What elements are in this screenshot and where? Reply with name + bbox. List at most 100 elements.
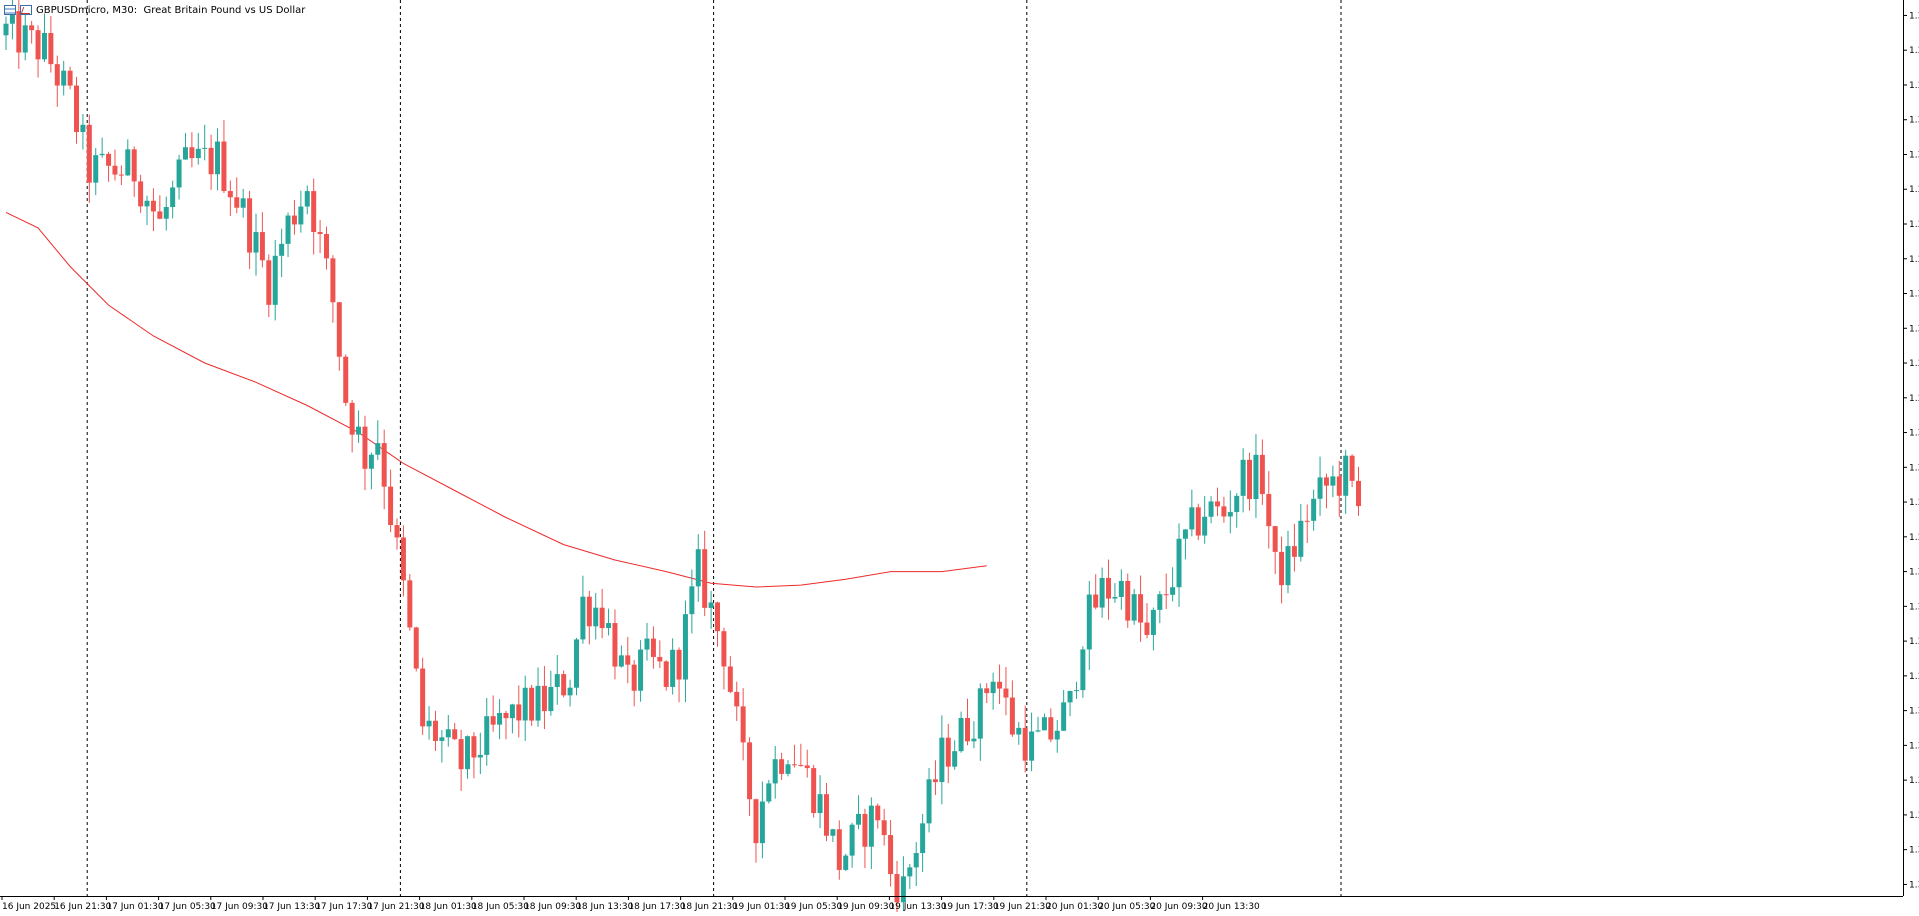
candle-bear[interactable] <box>48 32 54 65</box>
candle-bull[interactable] <box>426 720 432 727</box>
candle-bull[interactable] <box>567 687 573 696</box>
candle-bear[interactable] <box>894 874 900 903</box>
candle-bear[interactable] <box>29 25 35 31</box>
candle-bull[interactable] <box>1330 476 1336 486</box>
candle-bull[interactable] <box>708 602 714 608</box>
candle-bear[interactable] <box>625 655 631 665</box>
candle-bear[interactable] <box>823 794 829 836</box>
candle-bear[interactable] <box>1259 454 1265 495</box>
candle-bull[interactable] <box>522 687 528 721</box>
candle-bull[interactable] <box>240 198 246 208</box>
candle-bear[interactable] <box>1195 507 1201 536</box>
candle-bear[interactable] <box>503 712 509 719</box>
candle-bear[interactable] <box>189 147 195 159</box>
candle-bull[interactable] <box>1253 454 1259 500</box>
candle-bull[interactable] <box>1086 594 1092 650</box>
candle-bear[interactable] <box>529 687 535 721</box>
candle-bull[interactable] <box>1298 520 1304 557</box>
candle-bull[interactable] <box>1035 730 1041 732</box>
candle-bear[interactable] <box>779 759 785 774</box>
candle-bear[interactable] <box>1356 480 1362 507</box>
candle-bull[interactable] <box>1343 455 1349 496</box>
candle-bull[interactable] <box>484 716 490 755</box>
candle-bull[interactable] <box>1118 580 1124 597</box>
candle-bull[interactable] <box>772 759 778 784</box>
candle-bull[interactable] <box>99 153 105 156</box>
candle-bull[interactable] <box>253 232 259 253</box>
candle-bull[interactable] <box>856 813 862 825</box>
candle-bull[interactable] <box>939 737 945 783</box>
candle-bull[interactable] <box>900 876 906 903</box>
candle-bear[interactable] <box>945 737 951 767</box>
candle-bull[interactable] <box>1311 498 1317 521</box>
candle-bull[interactable] <box>1041 717 1047 731</box>
candle-bear[interactable] <box>349 402 355 435</box>
candle-bull[interactable] <box>61 70 67 86</box>
candle-bull[interactable] <box>573 639 579 688</box>
candle-bull[interactable] <box>1061 702 1067 731</box>
candle-bear[interactable] <box>311 191 317 233</box>
candle-bull[interactable] <box>1157 594 1163 610</box>
candle-bear[interactable] <box>221 141 227 192</box>
candle-bear[interactable] <box>650 638 656 657</box>
candle-bear[interactable] <box>413 627 419 669</box>
candle-bear[interactable] <box>1221 506 1227 517</box>
candle-bear[interactable] <box>599 607 605 629</box>
candle-bear[interactable] <box>862 813 868 847</box>
candle-bull[interactable] <box>439 737 445 741</box>
candle-bear[interactable] <box>157 211 163 219</box>
candle-bull[interactable] <box>445 729 451 738</box>
candle-bear[interactable] <box>747 742 753 800</box>
candle-bull[interactable] <box>375 443 381 455</box>
candle-bull[interactable] <box>843 855 849 870</box>
candle-bear[interactable] <box>324 234 329 259</box>
candle-bull[interactable] <box>1208 501 1214 517</box>
candle-bull[interactable] <box>1067 690 1073 703</box>
candle-bull[interactable] <box>1150 609 1156 635</box>
candle-bull[interactable] <box>785 764 791 774</box>
candle-bear[interactable] <box>1272 526 1278 552</box>
candle-bear[interactable] <box>490 716 496 725</box>
candle-bear[interactable] <box>1125 580 1131 621</box>
candle-bull[interactable] <box>1016 727 1022 735</box>
candle-bear[interactable] <box>1247 459 1253 500</box>
candle-bear[interactable] <box>362 426 368 469</box>
candle-bull[interactable] <box>1029 731 1035 761</box>
candle-bull[interactable] <box>170 187 176 208</box>
candle-bull[interactable] <box>1227 512 1233 517</box>
candle-bear[interactable] <box>1093 594 1099 608</box>
candle-bear[interactable] <box>407 580 413 628</box>
candle-bear[interactable] <box>715 602 721 632</box>
candle-bear[interactable] <box>106 153 112 166</box>
candle-bear[interactable] <box>317 232 323 235</box>
candle-bear[interactable] <box>330 258 336 303</box>
candle-bull[interactable] <box>830 829 836 836</box>
candle-bull[interactable] <box>497 712 503 725</box>
candle-bear[interactable] <box>400 537 406 581</box>
candle-bull[interactable] <box>644 638 650 650</box>
candle-bear[interactable] <box>432 720 438 741</box>
candle-bull[interactable] <box>926 779 932 824</box>
chart-icon[interactable] <box>20 5 32 15</box>
candle-bear[interactable] <box>67 70 73 86</box>
candle-bear[interactable] <box>1144 622 1150 635</box>
candle-bear[interactable] <box>343 356 349 403</box>
candle-bull[interactable] <box>670 649 676 687</box>
candle-bear[interactable] <box>888 835 894 875</box>
candle-bear[interactable] <box>35 30 41 60</box>
candle-bull[interactable] <box>3 23 9 36</box>
candle-bear[interactable] <box>734 691 740 707</box>
candle-bear[interactable] <box>471 736 477 758</box>
candle-bull[interactable] <box>695 549 701 587</box>
candle-bear[interactable] <box>259 232 265 261</box>
candle-bull[interactable] <box>593 607 599 627</box>
candle-bear[interactable] <box>875 805 881 821</box>
candle-bear[interactable] <box>266 260 272 305</box>
candle-bear[interactable] <box>631 664 637 691</box>
candle-bear[interactable] <box>336 302 342 357</box>
table-icon[interactable] <box>4 5 16 15</box>
candle-bear[interactable] <box>394 525 400 538</box>
candle-bear[interactable] <box>612 623 618 667</box>
candle-bull[interactable] <box>554 674 560 687</box>
candle-bull[interactable] <box>215 141 221 175</box>
